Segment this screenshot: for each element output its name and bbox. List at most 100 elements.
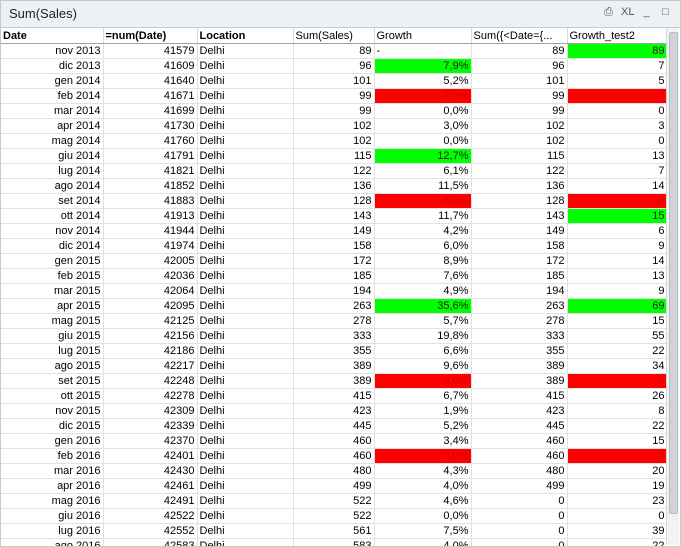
cell-growth-test2[interactable]: 39 [567, 523, 667, 539]
cell-date[interactable]: mar 2014 [1, 103, 104, 119]
cell-sum-sales[interactable]: 480 [293, 463, 375, 479]
cell-growth-test2[interactable]: 89 [567, 43, 667, 59]
cell-growth-test2[interactable]: 0 [567, 373, 667, 389]
cell-sum-date-set[interactable]: 0 [471, 538, 568, 546]
cell-growth[interactable]: 5,7% [374, 313, 472, 329]
cell-location[interactable]: Delhi [197, 463, 294, 479]
cell-sum-date-set[interactable]: 499 [471, 478, 568, 494]
column-header-sum-date-set[interactable]: Sum({<Date={... [471, 28, 568, 44]
cell-sum-sales[interactable]: 445 [293, 418, 375, 434]
cell-num-date[interactable]: 42583 [103, 538, 198, 546]
cell-num-date[interactable]: 42552 [103, 523, 198, 539]
cell-date[interactable]: ott 2014 [1, 208, 104, 224]
cell-growth[interactable]: -2,0% [374, 88, 472, 104]
table-row[interactable]: nov 2013 41579 Delhi 89-89 89 [1, 43, 667, 59]
cell-num-date[interactable]: 42064 [103, 283, 198, 299]
cell-date[interactable]: giu 2016 [1, 508, 104, 524]
cell-growth[interactable]: 4,9% [374, 283, 472, 299]
cell-date[interactable]: mag 2016 [1, 493, 104, 509]
cell-sum-date-set[interactable]: 115 [471, 148, 568, 164]
cell-sum-date-set[interactable]: 158 [471, 238, 568, 254]
cell-location[interactable]: Delhi [197, 193, 294, 209]
cell-location[interactable]: Delhi [197, 508, 294, 524]
cell-growth[interactable]: 19,8% [374, 328, 472, 344]
column-header-sum-sales[interactable]: Sum(Sales) [293, 28, 375, 44]
cell-num-date[interactable]: 42036 [103, 268, 198, 284]
cell-sum-sales[interactable]: 423 [293, 403, 375, 419]
cell-num-date[interactable]: 42401 [103, 448, 198, 464]
cell-location[interactable]: Delhi [197, 208, 294, 224]
cell-sum-date-set[interactable]: 102 [471, 118, 568, 134]
cell-growth-test2[interactable]: 22 [567, 538, 667, 546]
cell-growth[interactable]: 6,0% [374, 238, 472, 254]
table-row[interactable]: nov 2015 42309 Delhi 423 1,9% 423 8 [1, 403, 667, 419]
cell-growth-test2[interactable]: 15 [567, 433, 667, 449]
cell-num-date[interactable]: 42125 [103, 313, 198, 329]
cell-growth-test2[interactable]: 23 [567, 493, 667, 509]
cell-growth-test2[interactable]: 0 [567, 448, 667, 464]
cell-num-date[interactable]: 42005 [103, 253, 198, 269]
cell-sum-date-set[interactable]: 172 [471, 253, 568, 269]
cell-growth[interactable]: 12,7% [374, 148, 472, 164]
cell-location[interactable]: Delhi [197, 373, 294, 389]
table-row[interactable]: dic 2014 41974 Delhi 158 6,0% 158 9 [1, 238, 667, 254]
cell-sum-sales[interactable]: 102 [293, 133, 375, 149]
column-header-date[interactable]: Date [1, 28, 104, 44]
cell-sum-date-set[interactable]: 423 [471, 403, 568, 419]
cell-growth[interactable]: 5,2% [374, 73, 472, 89]
cell-date[interactable]: dic 2013 [1, 58, 104, 74]
cell-sum-date-set[interactable]: 128 [471, 193, 568, 209]
cell-growth[interactable]: 0,0% [374, 103, 472, 119]
cell-num-date[interactable]: 41944 [103, 223, 198, 239]
cell-growth-test2[interactable]: 0 [567, 103, 667, 119]
cell-growth-test2[interactable]: 3 [567, 118, 667, 134]
cell-growth[interactable]: 0,0% [374, 448, 472, 464]
cell-num-date[interactable]: 42309 [103, 403, 198, 419]
cell-sum-sales[interactable]: 99 [293, 88, 375, 104]
cell-sum-date-set[interactable]: 445 [471, 418, 568, 434]
cell-growth-test2[interactable]: 7 [567, 58, 667, 74]
cell-growth-test2[interactable]: 9 [567, 238, 667, 254]
cell-date[interactable]: mag 2014 [1, 133, 104, 149]
cell-location[interactable]: Delhi [197, 133, 294, 149]
cell-date[interactable]: set 2014 [1, 193, 104, 209]
cell-growth[interactable]: 4,3% [374, 463, 472, 479]
cell-date[interactable]: ago 2015 [1, 358, 104, 374]
cell-date[interactable]: apr 2016 [1, 478, 104, 494]
cell-date[interactable]: gen 2015 [1, 253, 104, 269]
cell-sum-date-set[interactable]: 415 [471, 388, 568, 404]
cell-location[interactable]: Delhi [197, 493, 294, 509]
cell-date[interactable]: lug 2014 [1, 163, 104, 179]
table-row[interactable]: mag 2014 41760 Delhi 102 0,0% 102 0 [1, 133, 667, 149]
cell-growth[interactable]: 11,5% [374, 178, 472, 194]
cell-date[interactable]: mar 2015 [1, 283, 104, 299]
table-row[interactable]: feb 2015 42036 Delhi 185 7,6% 185 13 [1, 268, 667, 284]
cell-growth-test2[interactable]: 15 [567, 208, 667, 224]
cell-sum-date-set[interactable]: 185 [471, 268, 568, 284]
cell-growth[interactable]: 6,6% [374, 343, 472, 359]
cell-sum-sales[interactable]: 583 [293, 538, 375, 546]
cell-sum-sales[interactable]: 460 [293, 433, 375, 449]
cell-growth[interactable]: 3,4% [374, 433, 472, 449]
cell-sum-date-set[interactable]: 194 [471, 283, 568, 299]
cell-date[interactable]: lug 2016 [1, 523, 104, 539]
cell-num-date[interactable]: 41913 [103, 208, 198, 224]
cell-date[interactable]: nov 2014 [1, 223, 104, 239]
cell-growth-test2[interactable]: 6 [567, 223, 667, 239]
cell-date[interactable]: apr 2015 [1, 298, 104, 314]
table-row[interactable]: dic 2015 42339 Delhi 445 5,2% 445 22 [1, 418, 667, 434]
maximize-icon[interactable]: □ [662, 6, 669, 18]
cell-date[interactable]: gen 2016 [1, 433, 104, 449]
cell-num-date[interactable]: 41852 [103, 178, 198, 194]
cell-location[interactable]: Delhi [197, 148, 294, 164]
table-row[interactable]: gen 2015 42005 Delhi 172 8,9% 172 14 [1, 253, 667, 269]
table-row[interactable]: feb 2016 42401 Delhi 460 0,0% 460 0 [1, 448, 667, 464]
cell-num-date[interactable]: 42248 [103, 373, 198, 389]
window-caption[interactable]: Sum(Sales) ⎙ XL _ □ [1, 1, 680, 28]
cell-sum-sales[interactable]: 389 [293, 358, 375, 374]
column-header-location[interactable]: Location [197, 28, 294, 44]
table-row[interactable]: set 2015 42248 Delhi 389 0,0% 389 0 [1, 373, 667, 389]
cell-date[interactable]: giu 2014 [1, 148, 104, 164]
cell-num-date[interactable]: 42217 [103, 358, 198, 374]
cell-num-date[interactable]: 41640 [103, 73, 198, 89]
